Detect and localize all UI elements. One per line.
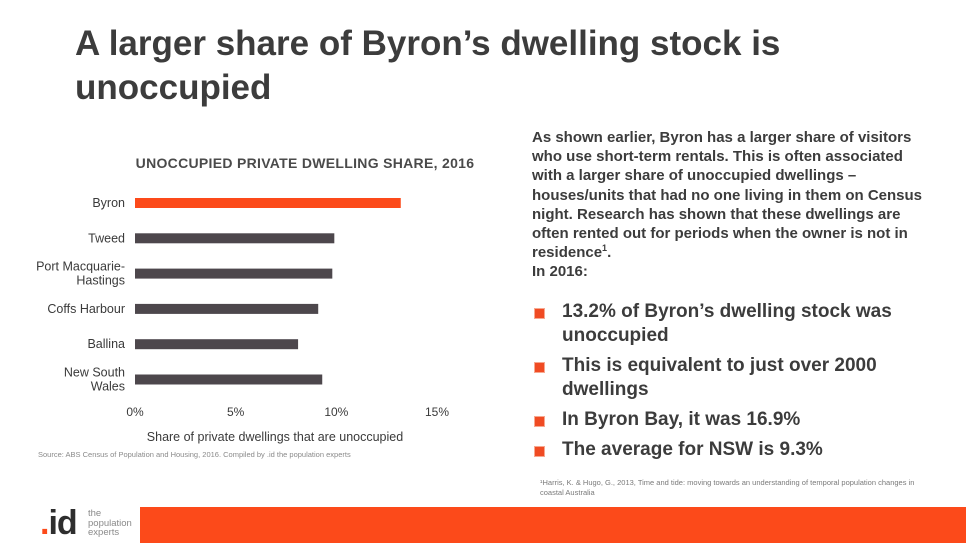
- bullet-text: In Byron Bay, it was 16.9%: [562, 409, 801, 430]
- body-year-label: In 2016:: [532, 263, 588, 281]
- logo-mark: .id: [40, 504, 78, 542]
- footer-accent-bar: [140, 507, 966, 543]
- logo-tagline: the population experts: [88, 509, 168, 538]
- footnote-reference: 1: [602, 243, 608, 254]
- list-item: The average for NSW is 9.3%: [532, 438, 942, 462]
- chart-x-axis-label: Share of private dwellings that are unoc…: [146, 430, 404, 444]
- bullet-square-icon: [534, 308, 545, 319]
- bullet-square-icon: [534, 362, 545, 373]
- bullet-text: The average for NSW is 9.3%: [562, 439, 823, 460]
- category-label: New South Wales: [64, 366, 125, 394]
- bar-coffs-harbour: [135, 303, 319, 314]
- x-tick-label: 5%: [227, 405, 245, 419]
- list-item: 13.2% of Byron’s dwelling stock was unoc…: [532, 300, 942, 348]
- category-label: Ballina: [87, 337, 125, 351]
- category-label: Coffs Harbour: [47, 302, 125, 316]
- key-findings-list: 13.2% of Byron’s dwelling stock was unoc…: [532, 300, 942, 468]
- source-note: Source: ABS Census of Population and Hou…: [38, 450, 351, 459]
- bullet-square-icon: [534, 416, 545, 427]
- bullet-text: 13.2% of Byron’s dwelling stock was unoc…: [562, 301, 892, 346]
- logo-tagline-line: the: [88, 508, 102, 519]
- x-tick-label: 15%: [425, 405, 449, 419]
- bullet-square-icon: [534, 446, 545, 457]
- bar-byron: [135, 198, 401, 208]
- list-item: This is equivalent to just over 2000 dwe…: [532, 354, 942, 402]
- logo-tagline-line: population: [88, 517, 132, 529]
- category-label: Tweed: [88, 231, 125, 245]
- x-tick-label: 0%: [126, 405, 144, 419]
- bar-new-south-wales: [135, 374, 323, 385]
- body-paragraph-text: As shown earlier, Byron has a larger sha…: [532, 129, 923, 262]
- bullet-text: This is equivalent to just over 2000 dwe…: [562, 355, 877, 400]
- logo-tagline-line: experts: [88, 527, 120, 538]
- x-tick-label: 10%: [324, 405, 348, 419]
- body-paragraph: As shown earlier, Byron has a larger sha…: [532, 128, 932, 282]
- footnote: ¹Harris, K. & Hugo, G., 2013, Time and t…: [540, 478, 915, 497]
- bar-tweed: [135, 233, 335, 244]
- list-item: In Byron Bay, it was 16.9%: [532, 408, 942, 432]
- category-label: Port Macquarie-Hastings: [36, 260, 125, 288]
- category-label: Byron: [92, 196, 125, 210]
- bar-port-macquarie-hastings: [135, 268, 333, 279]
- body-paragraph-period: .: [607, 244, 612, 262]
- chart-title: UNOCCUPIED PRIVATE DWELLING SHARE, 2016: [135, 155, 475, 171]
- bar-ballina: [135, 339, 299, 350]
- slide-title: A larger share of Byron’s dwelling stock…: [75, 24, 781, 107]
